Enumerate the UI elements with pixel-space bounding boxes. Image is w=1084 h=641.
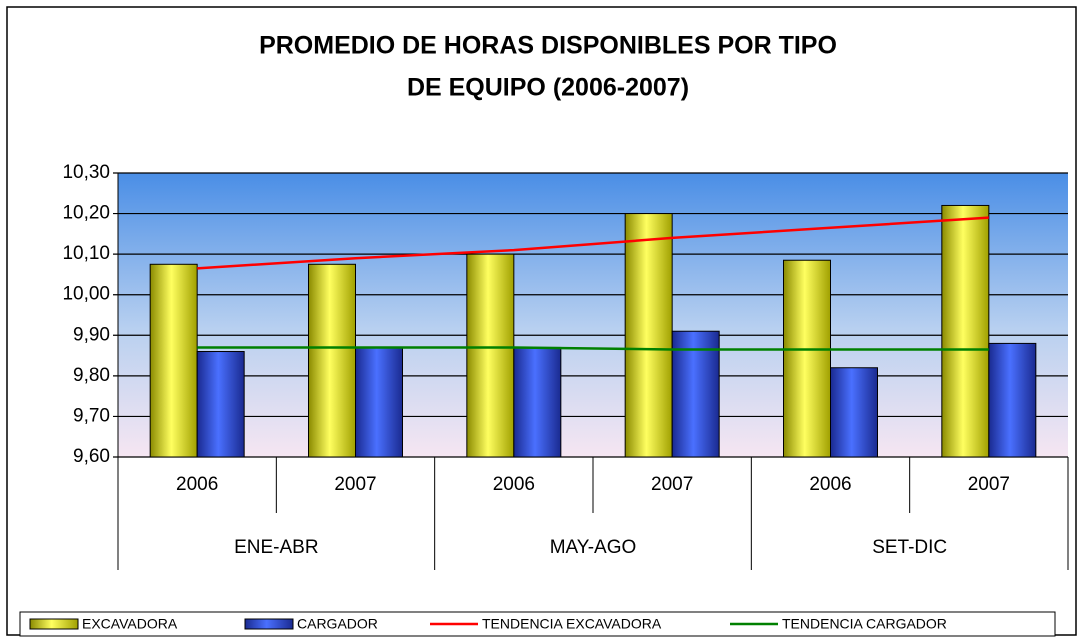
y-tick-label: 9,60: [73, 446, 110, 467]
x-tick-label: 2006: [809, 474, 851, 495]
x-tick-label: 2006: [176, 474, 218, 495]
legend-label: TENDENCIA EXCAVADORA: [482, 616, 662, 632]
chart-title: DE EQUIPO (2006-2007): [407, 74, 689, 102]
legend-swatch: [29, 618, 79, 630]
x-tick-label: 2007: [968, 474, 1010, 495]
bar: [830, 367, 878, 458]
y-tick-label: 9,80: [73, 365, 110, 386]
bar: [624, 213, 673, 458]
bar: [513, 346, 562, 458]
y-tick-label: 10,20: [62, 203, 110, 224]
legend-swatch: [244, 618, 294, 630]
bar: [196, 351, 245, 458]
group-label: SET-DIC: [872, 537, 947, 558]
x-tick-label: 2007: [334, 474, 376, 495]
y-tick-label: 10,30: [62, 162, 110, 183]
legend-label: TENDENCIA CARGADOR: [782, 616, 947, 632]
bar: [941, 204, 990, 458]
bar: [308, 263, 356, 458]
bar: [149, 263, 198, 458]
legend-label: EXCAVADORA: [82, 616, 178, 632]
bar: [988, 342, 1037, 458]
chart-title: PROMEDIO DE HORAS DISPONIBLES POR TIPO: [259, 32, 837, 60]
group-label: MAY-AGO: [550, 537, 637, 558]
y-tick-label: 10,10: [62, 243, 110, 264]
trend-line: [197, 216, 989, 270]
group-label: ENE-ABR: [234, 537, 318, 558]
plot-area: [118, 173, 1068, 457]
legend-label: CARGADOR: [297, 616, 378, 632]
x-tick-label: 2007: [651, 474, 693, 495]
bar: [355, 346, 403, 458]
trend-line: [197, 346, 989, 351]
x-tick-label: 2006: [493, 474, 535, 495]
y-tick-label: 9,70: [73, 405, 110, 426]
y-tick-label: 9,90: [73, 324, 110, 345]
y-tick-label: 10,00: [62, 284, 110, 305]
bar: [783, 259, 831, 458]
bar: [466, 253, 515, 458]
legend-box: [19, 611, 1056, 637]
